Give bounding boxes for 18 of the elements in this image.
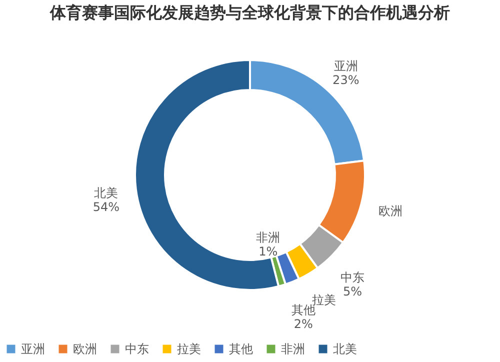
legend-label: 其他 [229, 342, 253, 356]
data-label: 1% [258, 244, 278, 258]
legend-label: 拉美 [177, 342, 201, 356]
data-label: 54% [92, 200, 120, 214]
slice-label: 非洲 [256, 230, 280, 244]
slice-label: 欧洲 [378, 204, 402, 218]
chart-title: 体育赛事国际化发展趋势与全球化背景下的合作机遇分析 [49, 3, 450, 22]
slice-label: 北美 [94, 186, 118, 200]
legend-label: 中东 [125, 342, 149, 356]
slice-label: 亚洲 [334, 59, 358, 74]
legend-label: 欧洲 [73, 342, 97, 356]
data-label: 23% [332, 73, 360, 88]
data-label: 2% [294, 316, 313, 331]
slice-label: 中东 [340, 270, 365, 285]
legend-label: 北美 [333, 342, 357, 356]
legend-label: 非洲 [281, 342, 305, 356]
legend-label: 亚洲 [21, 342, 45, 356]
data-label: 5% [343, 284, 362, 299]
